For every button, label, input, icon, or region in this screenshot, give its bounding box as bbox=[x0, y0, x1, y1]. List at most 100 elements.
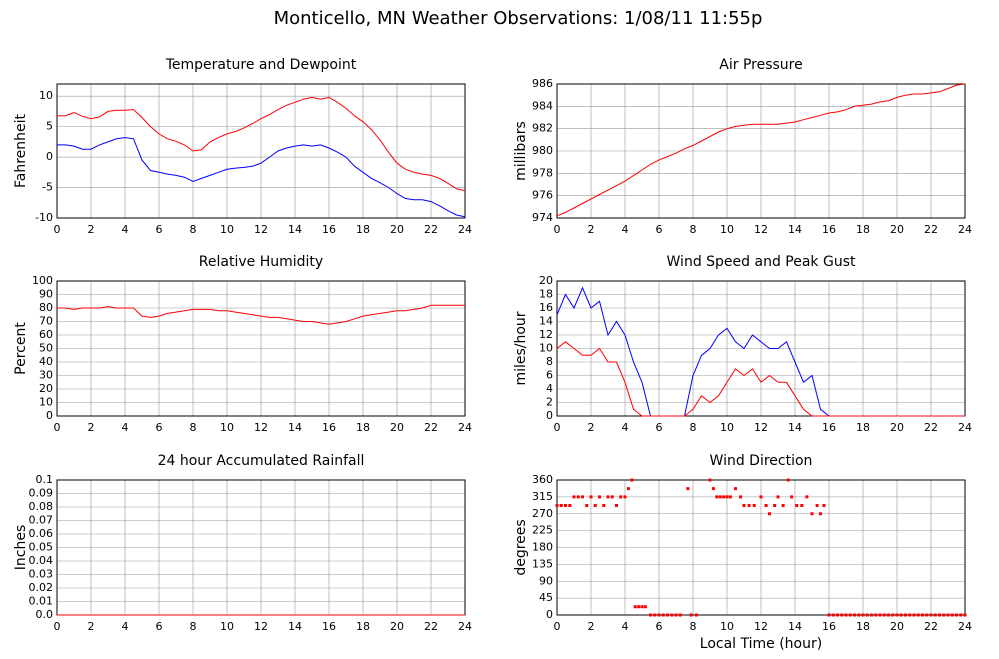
point bbox=[870, 613, 873, 617]
x-tick-label: 8 bbox=[690, 421, 697, 434]
point bbox=[848, 613, 852, 617]
point bbox=[653, 613, 657, 617]
x-tick-label: 18 bbox=[856, 223, 870, 236]
y-tick-label: 0.1 bbox=[36, 473, 54, 486]
y-axis-label: degrees bbox=[513, 519, 529, 575]
point bbox=[904, 613, 907, 617]
point bbox=[865, 613, 869, 617]
point bbox=[776, 495, 780, 499]
y-tick-label: 984 bbox=[532, 99, 553, 112]
point bbox=[674, 613, 678, 617]
page-title: Monticello, MN Weather Observations: 1/0… bbox=[274, 8, 763, 29]
x-tick-label: 8 bbox=[690, 223, 697, 236]
point bbox=[955, 613, 958, 617]
point bbox=[559, 504, 563, 507]
point bbox=[593, 504, 597, 507]
y-tick-label: 100 bbox=[32, 274, 53, 287]
point bbox=[908, 613, 912, 617]
x-tick-label: 12 bbox=[254, 223, 268, 236]
x-tick-label: 4 bbox=[622, 223, 629, 236]
point bbox=[822, 504, 826, 507]
x-tick-label: 18 bbox=[356, 223, 370, 236]
x-tick-label: 22 bbox=[424, 223, 438, 236]
y-tick-label: -5 bbox=[42, 181, 53, 194]
point bbox=[606, 495, 610, 499]
point bbox=[946, 613, 950, 617]
point bbox=[861, 613, 865, 617]
point bbox=[589, 495, 593, 499]
plot-frame bbox=[56, 83, 466, 219]
point bbox=[840, 613, 844, 617]
x-tick-label: 12 bbox=[754, 620, 768, 633]
x-tick-label: 8 bbox=[690, 620, 697, 633]
x-tick-label: 24 bbox=[958, 620, 972, 633]
point bbox=[752, 504, 756, 507]
y-tick-label: 2 bbox=[546, 396, 553, 409]
point bbox=[602, 504, 606, 507]
x-tick-label: 22 bbox=[424, 620, 438, 633]
x-tick-label: 12 bbox=[254, 421, 268, 434]
line-series bbox=[556, 341, 965, 417]
x-tick-label: 6 bbox=[156, 620, 163, 633]
line-series bbox=[57, 304, 465, 325]
line-series bbox=[556, 83, 966, 217]
point bbox=[773, 504, 777, 507]
y-tick-label: 16 bbox=[539, 301, 553, 314]
y-tick-label: 978 bbox=[532, 166, 553, 179]
y-tick-label: 0.08 bbox=[29, 500, 54, 513]
chart-title: 24 hour Accumulated Rainfall bbox=[158, 453, 365, 469]
point bbox=[640, 605, 644, 609]
point bbox=[747, 504, 751, 507]
y-tick-label: 135 bbox=[532, 557, 553, 570]
x-tick-label: 6 bbox=[156, 223, 163, 236]
point bbox=[795, 504, 799, 507]
point bbox=[585, 504, 589, 507]
point bbox=[689, 613, 693, 617]
x-tick-label: 16 bbox=[322, 421, 336, 434]
plot-frame bbox=[56, 280, 466, 417]
point bbox=[572, 495, 576, 499]
plot-frame bbox=[556, 83, 966, 219]
point bbox=[959, 613, 963, 617]
x-tick-label: 14 bbox=[788, 620, 802, 633]
x-tick-label: 20 bbox=[390, 620, 404, 633]
point bbox=[568, 504, 572, 507]
point bbox=[715, 495, 719, 499]
x-tick-label: 6 bbox=[156, 421, 163, 434]
y-tick-label: 0 bbox=[546, 608, 553, 621]
x-tick-label: 18 bbox=[356, 620, 370, 633]
point bbox=[734, 487, 737, 491]
point bbox=[899, 613, 903, 617]
y-tick-label: 982 bbox=[532, 122, 553, 135]
y-tick-label: 90 bbox=[539, 574, 553, 587]
y-tick-label: 225 bbox=[532, 524, 553, 537]
point bbox=[810, 512, 814, 516]
y-tick-label: 90 bbox=[39, 288, 53, 301]
y-tick-label: 45 bbox=[539, 591, 553, 604]
x-axis-label: Local Time (hour) bbox=[700, 636, 822, 652]
chart-title: Wind Speed and Peak Gust bbox=[667, 254, 856, 270]
x-tick-label: 14 bbox=[788, 421, 802, 434]
x-tick-label: 24 bbox=[458, 223, 472, 236]
x-tick-label: 16 bbox=[322, 620, 336, 633]
point bbox=[844, 613, 848, 617]
x-tick-label: 16 bbox=[822, 421, 836, 434]
x-tick-label: 20 bbox=[890, 421, 904, 434]
x-tick-label: 16 bbox=[822, 223, 836, 236]
x-tick-label: 10 bbox=[220, 223, 234, 236]
y-tick-label: 0.03 bbox=[29, 568, 54, 581]
point bbox=[857, 613, 861, 617]
y-axis-label: miles/hour bbox=[513, 311, 529, 385]
x-tick-label: 2 bbox=[88, 223, 95, 236]
point bbox=[925, 613, 929, 617]
y-tick-label: 12 bbox=[539, 328, 553, 341]
x-tick-label: 22 bbox=[924, 421, 938, 434]
y-tick-label: 70 bbox=[39, 315, 53, 328]
x-tick-label: 22 bbox=[924, 223, 938, 236]
chart-title: Wind Direction bbox=[710, 453, 813, 469]
line-series bbox=[57, 96, 466, 192]
point bbox=[950, 613, 954, 617]
y-tick-label: 976 bbox=[532, 189, 553, 202]
x-tick-label: 2 bbox=[588, 421, 595, 434]
